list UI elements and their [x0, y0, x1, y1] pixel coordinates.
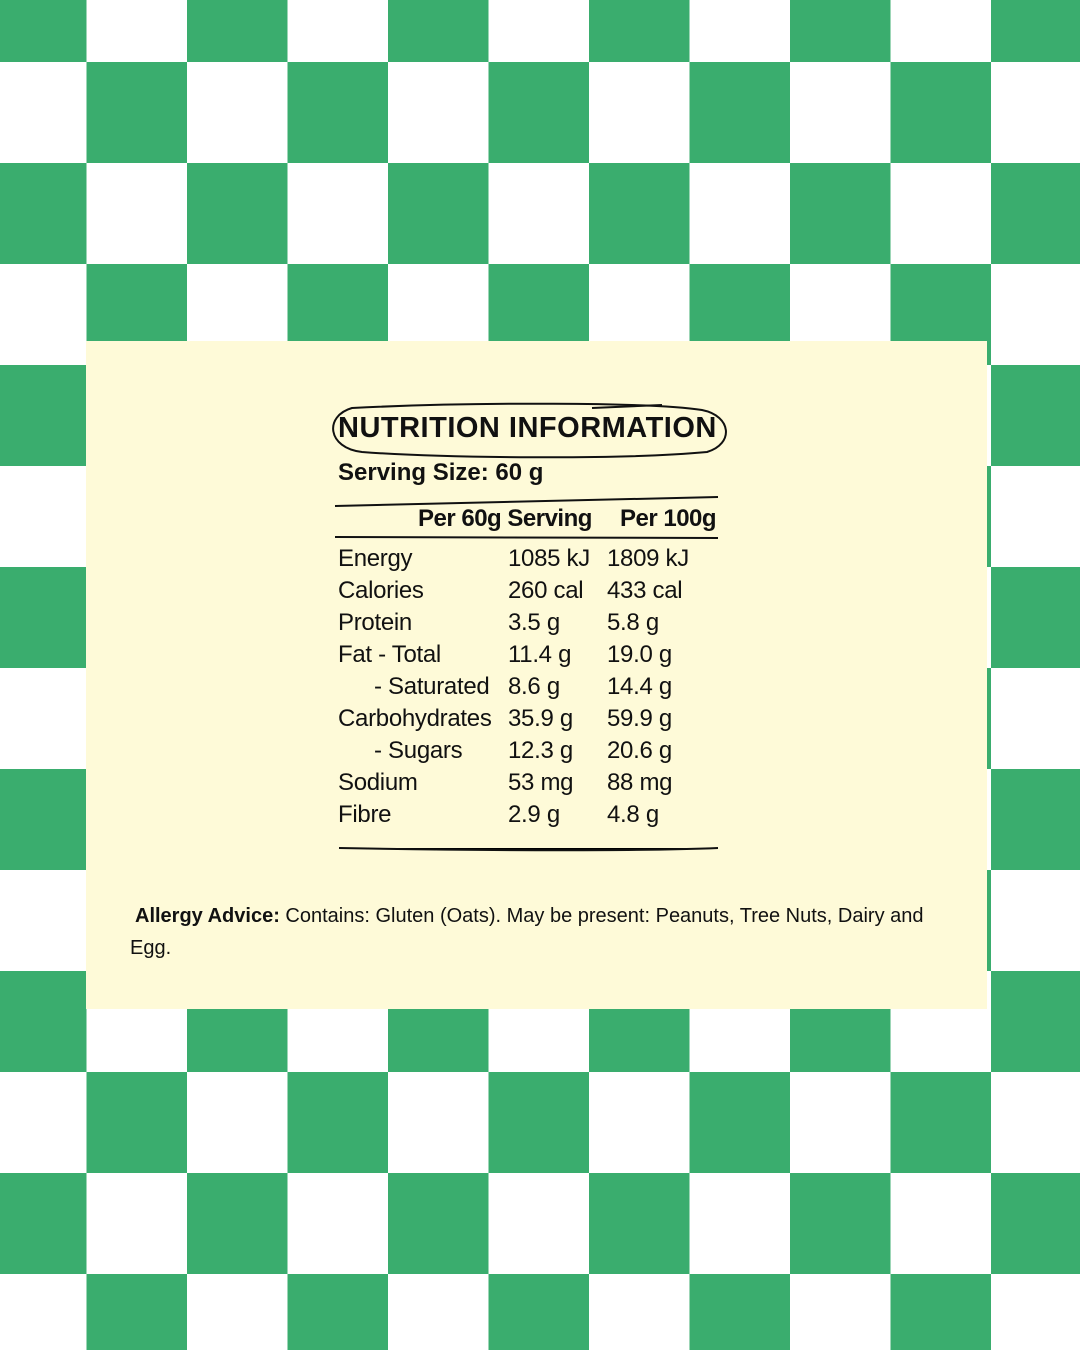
- per-100g-value: 4.8 g: [607, 801, 659, 828]
- nutrition-panel: [86, 341, 987, 1009]
- per-serving-value: 12.3 g: [508, 737, 573, 764]
- allergy-text: Contains: Gluten (Oats). May be present:…: [130, 905, 924, 959]
- allergy-advice: Allergy Advice: Contains: Gluten (Oats).…: [130, 900, 930, 964]
- per-serving-value: 3.5 g: [508, 609, 560, 636]
- per-100g-value: 433 cal: [607, 577, 683, 604]
- nutrient-label: Calories: [338, 577, 424, 604]
- per-100g-value: 20.6 g: [607, 737, 672, 764]
- per-serving-value: 11.4 g: [508, 641, 572, 668]
- nutrient-label: - Saturated: [374, 673, 490, 700]
- nutrient-label: Fibre: [338, 801, 392, 828]
- per-serving-value: 2.9 g: [508, 801, 560, 828]
- title-ring-scribble: [332, 402, 727, 459]
- nutrient-label: Carbohydrates: [338, 705, 492, 732]
- per-100g-value: 19.0 g: [607, 641, 672, 668]
- per-serving-value: 35.9 g: [508, 705, 573, 732]
- header-per-serving: Per 60g Serving: [418, 505, 592, 532]
- per-serving-value: 8.6 g: [508, 673, 560, 700]
- serving-size: Serving Size: 60 g: [338, 459, 544, 486]
- per-serving-value: 53 mg: [508, 769, 574, 796]
- per-serving-value: 260 cal: [508, 577, 584, 604]
- per-serving-value: 1085 kJ: [508, 545, 590, 572]
- nutrient-label: Protein: [338, 609, 412, 636]
- nutrient-label: Sodium: [338, 769, 418, 796]
- nutrient-label: - Sugars: [374, 737, 463, 764]
- table-bottom-rule: [338, 847, 719, 852]
- allergy-label: Allergy Advice:: [135, 905, 280, 927]
- nutrient-label: Fat - Total: [338, 641, 441, 668]
- per-100g-value: 59.9 g: [607, 705, 672, 732]
- per-100g-value: 1809 kJ: [607, 545, 689, 572]
- header-bottom-rule: [334, 536, 719, 539]
- per-100g-value: 88 mg: [607, 769, 673, 796]
- title: NUTRITION INFORMATION: [338, 412, 717, 444]
- nutrient-label: Energy: [338, 545, 413, 572]
- header-top-rule: [334, 496, 719, 507]
- per-100g-value: 14.4 g: [607, 673, 672, 700]
- per-100g-value: 5.8 g: [607, 609, 659, 636]
- header-per-100g: Per 100g: [620, 505, 717, 532]
